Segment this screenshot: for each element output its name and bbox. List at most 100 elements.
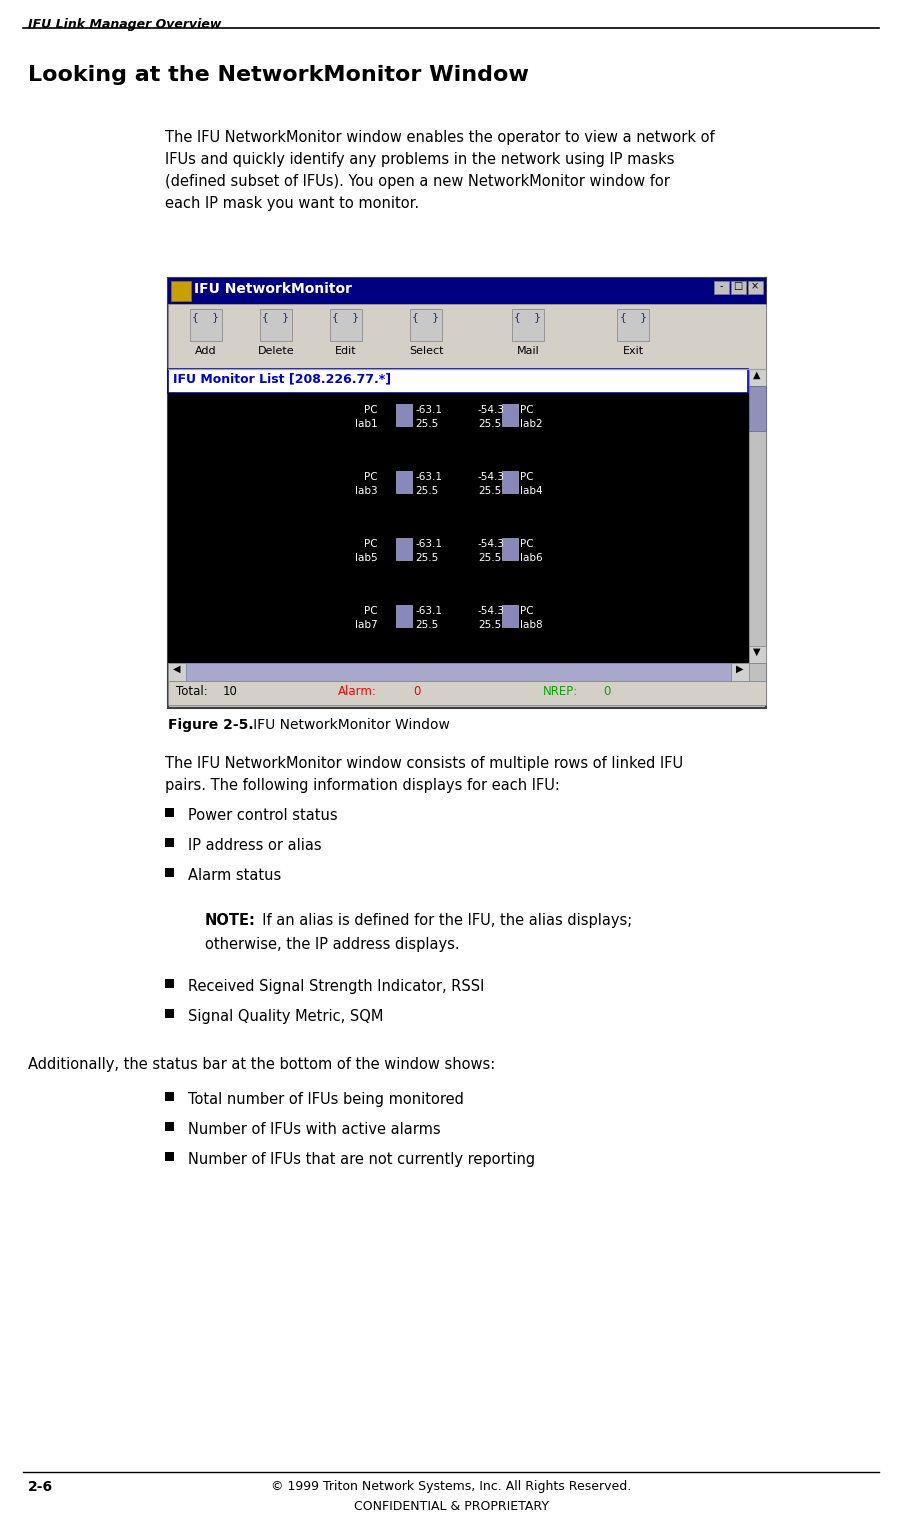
Text: IP address or alias: IP address or alias	[188, 839, 322, 852]
Text: 10: 10	[223, 685, 238, 698]
Text: {  }: { }	[412, 313, 439, 322]
Text: Edit: Edit	[336, 346, 357, 355]
Text: ▲: ▲	[753, 371, 760, 380]
Bar	[168, 663, 766, 682]
Text: -54.3: -54.3	[478, 538, 505, 549]
Bar	[168, 663, 186, 682]
Text: lab1: lab1	[355, 419, 378, 429]
Bar	[165, 839, 174, 846]
Text: Mail: Mail	[517, 346, 539, 355]
Text: 25.5: 25.5	[415, 486, 438, 496]
Text: PC: PC	[364, 473, 378, 482]
Bar	[749, 386, 766, 432]
Text: Total:: Total:	[176, 685, 207, 698]
Bar	[165, 979, 174, 988]
Bar	[260, 310, 292, 342]
Text: -: -	[719, 281, 723, 291]
Text: IFU Monitor List [208.226.77.*]: IFU Monitor List [208.226.77.*]	[173, 372, 391, 384]
Text: Additionally, the status bar at the bottom of the window shows:: Additionally, the status bar at the bott…	[28, 1057, 495, 1072]
Bar	[168, 369, 748, 393]
Text: {  }: { }	[333, 313, 360, 322]
Text: Total number of IFUs being monitored: Total number of IFUs being monitored	[188, 1092, 464, 1107]
Text: 2-6: 2-6	[28, 1479, 53, 1494]
Text: PC: PC	[520, 605, 534, 616]
Text: Select: Select	[409, 346, 443, 355]
Text: Delete: Delete	[258, 346, 294, 355]
Bar	[165, 868, 174, 877]
Text: ▼: ▼	[753, 647, 760, 657]
Bar	[330, 310, 362, 342]
Text: NREP:: NREP:	[543, 685, 578, 698]
Bar	[165, 1092, 174, 1101]
Text: CONFIDENTIAL & PROPRIETARY: CONFIDENTIAL & PROPRIETARY	[354, 1501, 548, 1513]
Bar	[396, 538, 412, 560]
Bar	[165, 808, 174, 817]
Text: otherwise, the IP address displays.: otherwise, the IP address displays.	[205, 936, 460, 952]
Bar	[168, 303, 766, 369]
Text: 0: 0	[603, 685, 611, 698]
Text: Received Signal Strength Indicator, RSSI: Received Signal Strength Indicator, RSSI	[188, 979, 484, 994]
Text: lab7: lab7	[355, 621, 378, 630]
Text: {  }: { }	[620, 313, 647, 322]
Bar	[502, 471, 518, 493]
Text: 0: 0	[413, 685, 420, 698]
Bar	[749, 369, 766, 386]
Text: NOTE:: NOTE:	[205, 913, 256, 929]
Text: Alarm status: Alarm status	[188, 868, 281, 883]
Text: PC: PC	[520, 406, 534, 415]
Text: Number of IFUs with active alarms: Number of IFUs with active alarms	[188, 1122, 440, 1138]
Bar	[410, 310, 442, 342]
Text: The IFU NetworkMonitor window enables the operator to view a network of: The IFU NetworkMonitor window enables th…	[165, 130, 714, 145]
Text: {  }: { }	[192, 313, 219, 322]
Text: Add: Add	[195, 346, 216, 355]
Bar	[165, 1010, 174, 1019]
Text: lab8: lab8	[520, 621, 543, 630]
Text: lab5: lab5	[355, 554, 378, 563]
Text: Looking at the NetworkMonitor Window: Looking at the NetworkMonitor Window	[28, 66, 529, 85]
Text: -63.1: -63.1	[415, 538, 442, 549]
Text: 25.5: 25.5	[415, 621, 438, 630]
Bar	[396, 471, 412, 493]
Text: 25.5: 25.5	[478, 419, 502, 429]
Bar	[749, 647, 766, 663]
Text: (defined subset of IFUs). You open a new NetworkMonitor window for: (defined subset of IFUs). You open a new…	[165, 174, 670, 189]
Bar	[512, 310, 544, 342]
Text: lab3: lab3	[355, 486, 378, 496]
Text: lab2: lab2	[520, 419, 543, 429]
Text: 25.5: 25.5	[415, 419, 438, 429]
Text: lab6: lab6	[520, 554, 543, 563]
Text: Number of IFUs that are not currently reporting: Number of IFUs that are not currently re…	[188, 1151, 535, 1167]
Text: PC: PC	[520, 473, 534, 482]
Text: {  }: { }	[262, 313, 290, 322]
Text: If an alias is defined for the IFU, the alias displays;: If an alias is defined for the IFU, the …	[253, 913, 632, 929]
Bar	[186, 663, 731, 682]
Bar	[396, 605, 412, 627]
Text: lab4: lab4	[520, 486, 543, 496]
Bar	[502, 605, 518, 627]
Bar	[396, 404, 412, 425]
Text: PC: PC	[520, 538, 534, 549]
Text: IFUs and quickly identify any problems in the network using IP masks: IFUs and quickly identify any problems i…	[165, 152, 675, 168]
Bar	[502, 404, 518, 425]
Text: IFU Link Manager Overview: IFU Link Manager Overview	[28, 18, 221, 30]
Bar	[168, 278, 766, 303]
Text: IFU NetworkMonitor Window: IFU NetworkMonitor Window	[240, 718, 450, 732]
Text: -54.3: -54.3	[478, 473, 505, 482]
Bar	[617, 310, 649, 342]
Bar	[502, 538, 518, 560]
Text: □: □	[733, 281, 742, 291]
Text: Alarm:: Alarm:	[338, 685, 377, 698]
Text: ×: ×	[751, 281, 759, 291]
Text: -54.3: -54.3	[478, 406, 505, 415]
Text: 25.5: 25.5	[478, 554, 502, 563]
Bar	[168, 682, 766, 705]
Bar	[749, 369, 766, 663]
Text: 25.5: 25.5	[478, 486, 502, 496]
Text: IFU NetworkMonitor: IFU NetworkMonitor	[194, 282, 352, 296]
Bar	[168, 393, 749, 663]
Text: PC: PC	[364, 605, 378, 616]
Bar	[168, 278, 766, 708]
Bar	[748, 281, 763, 294]
Bar	[171, 281, 191, 300]
Text: Exit: Exit	[622, 346, 643, 355]
